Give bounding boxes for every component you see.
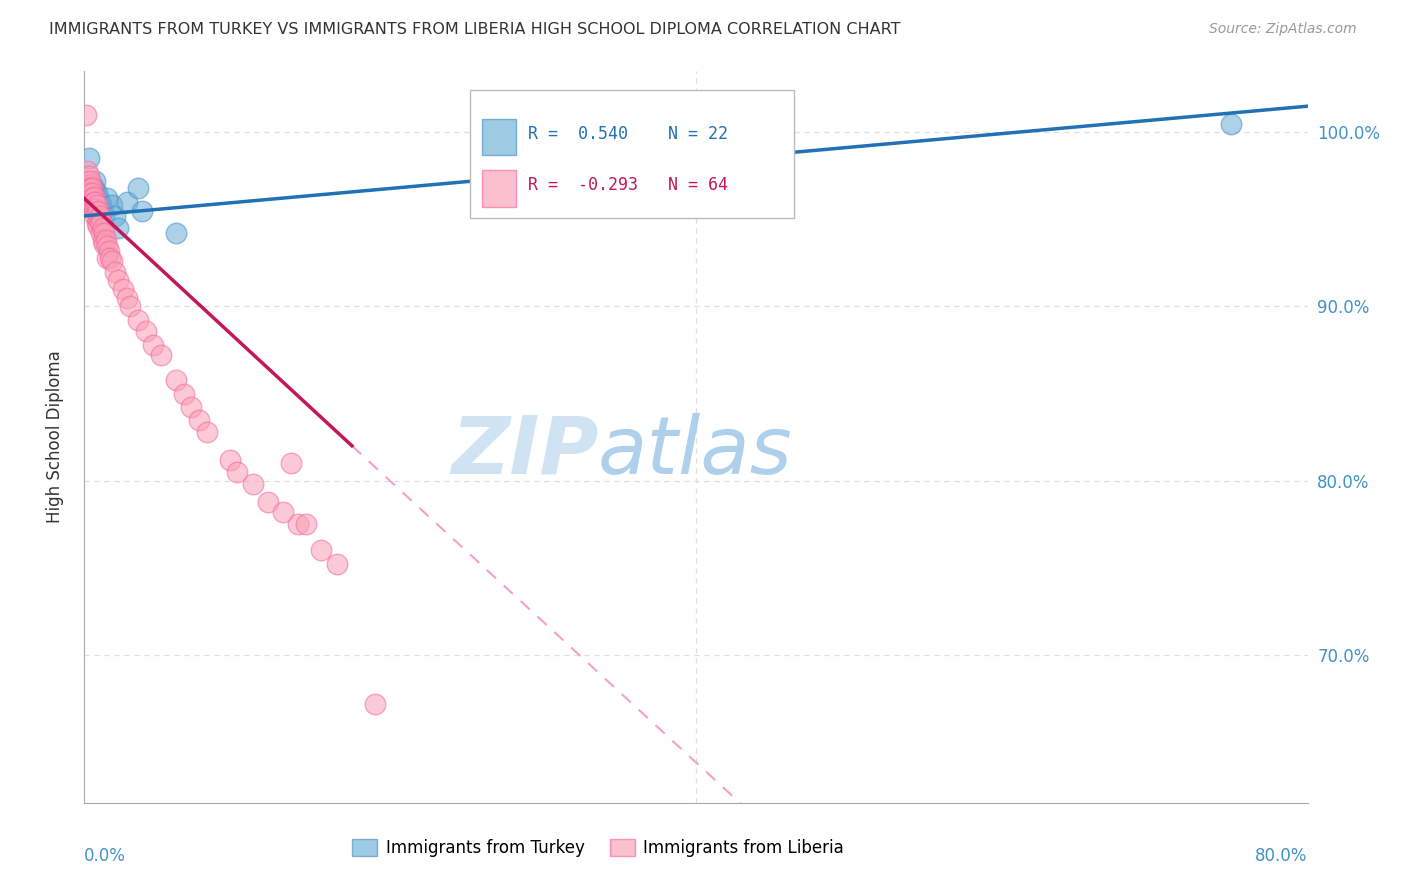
Point xyxy=(77,181,100,195)
Point xyxy=(84,174,107,188)
Point xyxy=(97,244,120,258)
Bar xyxy=(482,119,516,155)
Point xyxy=(75,108,97,122)
Point xyxy=(94,233,117,247)
Point xyxy=(86,205,108,219)
Point xyxy=(115,291,138,305)
Point xyxy=(135,324,157,338)
Point xyxy=(93,236,115,251)
Point xyxy=(165,373,187,387)
Point xyxy=(295,517,318,532)
Text: R =  0.540    N = 22: R = 0.540 N = 22 xyxy=(529,125,728,143)
Point xyxy=(104,265,127,279)
Text: ZIP: ZIP xyxy=(451,413,598,491)
Point xyxy=(76,174,98,188)
Point xyxy=(280,456,302,470)
Point xyxy=(107,221,129,235)
Point xyxy=(98,251,121,265)
Point xyxy=(93,227,115,241)
Point xyxy=(87,203,110,218)
Point xyxy=(79,181,101,195)
Point xyxy=(77,169,100,183)
Point xyxy=(142,338,165,352)
Text: atlas: atlas xyxy=(598,413,793,491)
Point xyxy=(96,251,118,265)
Point xyxy=(87,219,110,234)
Point xyxy=(127,313,149,327)
Bar xyxy=(482,170,516,207)
Point xyxy=(287,517,309,532)
Point xyxy=(115,194,138,209)
Point xyxy=(149,348,172,362)
Point xyxy=(86,186,108,201)
Point xyxy=(104,209,127,223)
Point xyxy=(84,202,107,216)
Point xyxy=(83,181,105,195)
Point xyxy=(80,186,103,201)
Point xyxy=(84,209,107,223)
Point xyxy=(86,216,108,230)
Point xyxy=(80,192,103,206)
Point xyxy=(242,477,264,491)
Point xyxy=(131,203,153,218)
Point xyxy=(77,178,100,192)
Point xyxy=(83,190,105,204)
Point xyxy=(79,174,101,188)
Point xyxy=(127,181,149,195)
Point xyxy=(84,194,107,209)
Point xyxy=(165,227,187,241)
Y-axis label: High School Diploma: High School Diploma xyxy=(45,351,63,524)
Point xyxy=(89,216,111,230)
Point xyxy=(90,216,112,230)
Point xyxy=(87,212,110,227)
Text: 80.0%: 80.0% xyxy=(1256,847,1308,864)
Point xyxy=(87,203,110,218)
Point xyxy=(188,412,211,426)
Point xyxy=(120,300,142,314)
Point xyxy=(257,494,280,508)
Legend: Immigrants from Turkey, Immigrants from Liberia: Immigrants from Turkey, Immigrants from … xyxy=(346,832,851,864)
Point xyxy=(93,209,115,223)
Point xyxy=(111,282,134,296)
Point xyxy=(86,198,108,212)
Point xyxy=(87,192,110,206)
Point xyxy=(195,425,218,439)
Point xyxy=(173,386,195,401)
Point xyxy=(218,452,240,467)
Point xyxy=(91,203,114,218)
Point xyxy=(91,221,114,235)
Point xyxy=(271,505,294,519)
Point xyxy=(76,163,98,178)
Text: R =  -0.293   N = 64: R = -0.293 N = 64 xyxy=(529,176,728,194)
Point xyxy=(96,192,118,206)
Point xyxy=(80,198,103,212)
Point xyxy=(77,152,100,166)
Point xyxy=(90,198,112,212)
Point xyxy=(90,227,112,241)
Point xyxy=(1220,117,1243,131)
Point xyxy=(364,697,387,711)
Point xyxy=(101,254,124,268)
Point xyxy=(96,238,118,252)
Point xyxy=(80,186,103,201)
Point xyxy=(180,401,202,415)
Point xyxy=(83,194,105,209)
Text: 0.0%: 0.0% xyxy=(84,847,127,864)
Point xyxy=(107,273,129,287)
Point xyxy=(325,558,347,572)
Point xyxy=(80,178,103,192)
Point xyxy=(89,194,111,209)
Point xyxy=(91,233,114,247)
Point xyxy=(89,209,111,223)
Text: IMMIGRANTS FROM TURKEY VS IMMIGRANTS FROM LIBERIA HIGH SCHOOL DIPLOMA CORRELATIO: IMMIGRANTS FROM TURKEY VS IMMIGRANTS FRO… xyxy=(49,22,901,37)
Point xyxy=(79,186,101,201)
Point xyxy=(101,198,124,212)
FancyBboxPatch shape xyxy=(470,89,794,218)
Point xyxy=(80,181,103,195)
Text: Source: ZipAtlas.com: Source: ZipAtlas.com xyxy=(1209,22,1357,37)
Point xyxy=(84,198,107,212)
Point xyxy=(83,202,105,216)
Point xyxy=(226,465,249,479)
Point xyxy=(311,543,333,558)
